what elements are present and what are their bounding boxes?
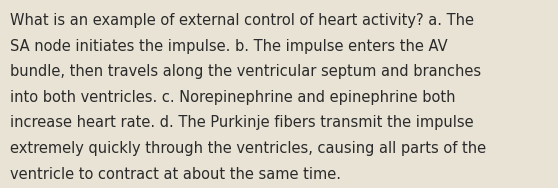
Text: What is an example of external control of heart activity? a. The: What is an example of external control o… xyxy=(10,13,474,28)
Text: ventricle to contract at about the same time.: ventricle to contract at about the same … xyxy=(10,167,341,182)
Text: increase heart rate. d. The Purkinje fibers transmit the impulse: increase heart rate. d. The Purkinje fib… xyxy=(10,115,474,130)
Text: SA node initiates the impulse. b. The impulse enters the AV: SA node initiates the impulse. b. The im… xyxy=(10,39,448,54)
Text: bundle, then travels along the ventricular septum and branches: bundle, then travels along the ventricul… xyxy=(10,64,481,79)
Text: into both ventricles. c. Norepinephrine and epinephrine both: into both ventricles. c. Norepinephrine … xyxy=(10,90,455,105)
Text: extremely quickly through the ventricles, causing all parts of the: extremely quickly through the ventricles… xyxy=(10,141,486,156)
